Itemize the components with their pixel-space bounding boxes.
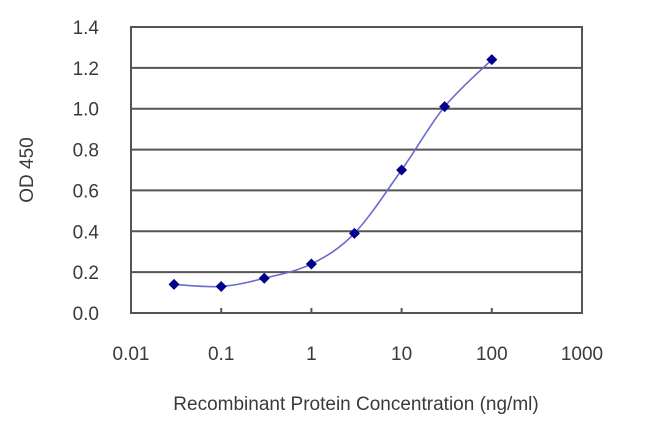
x-tick-label: 0.01 — [113, 344, 150, 365]
y-tick-label: 0.4 — [73, 222, 100, 243]
x-axis-ticks — [130, 308, 583, 313]
x-tick-label: 100 — [476, 344, 508, 365]
y-tick-label: 1.4 — [73, 18, 100, 39]
x-tick-label: 1 — [306, 344, 317, 365]
y-tick-label: 0.6 — [73, 181, 99, 202]
fitted-curve — [174, 59, 493, 288]
y-tick-label: 1.2 — [73, 59, 99, 80]
data-points — [168, 54, 498, 292]
y-tick-label: 1.0 — [73, 100, 99, 121]
x-tick-label: 0.1 — [208, 344, 234, 365]
x-axis-title: Recombinant Protein Concentration (ng/ml… — [173, 394, 538, 415]
y-tick-label: 0.0 — [73, 304, 99, 325]
diamond-marker — [396, 164, 408, 176]
plot-frame — [130, 26, 583, 314]
diamond-marker — [348, 227, 360, 239]
x-tick-label: 10 — [391, 344, 412, 365]
y-tick-label: 0.8 — [73, 141, 99, 162]
diamond-marker — [258, 272, 270, 284]
y-axis-tick-labels: 0.0 0.2 0.4 0.6 0.8 1.0 1.2 1.4 — [73, 18, 100, 325]
y-axis-title: OD 450 — [17, 137, 38, 202]
diamond-marker — [215, 280, 227, 292]
diamond-marker — [439, 101, 451, 113]
x-tick-label: 1000 — [561, 344, 603, 365]
diamond-marker — [168, 278, 180, 290]
y-tick-label: 0.2 — [73, 263, 99, 284]
diamond-marker — [305, 258, 317, 270]
x-axis-tick-labels: 0.01 0.1 1 10 100 1000 — [113, 344, 604, 365]
gridlines — [131, 66, 582, 274]
diamond-marker — [486, 54, 498, 66]
